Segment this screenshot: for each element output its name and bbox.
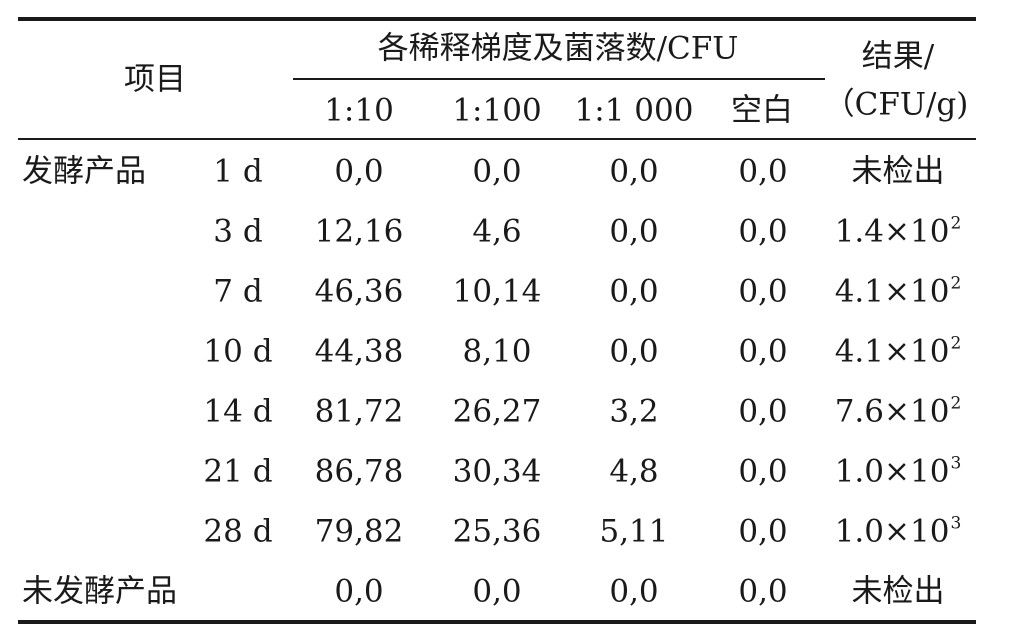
row-5-count-1-10: 81,72 [314,393,404,430]
row-2-result: 1.4×102 [834,213,962,250]
row-5-day: 14 d [203,393,273,430]
row-unfermented-c3: 0,0 [609,573,659,610]
row-1-result: 未检出 [851,153,945,190]
header-bottom-rule [18,138,976,140]
row-5-result: 7.6×102 [834,393,962,430]
row-2-count-1-1000: 0,0 [609,213,659,250]
top-rule [18,17,976,21]
row-6-result: 1.0×103 [834,453,962,490]
result-exponent: 2 [950,333,962,354]
result-exponent: 3 [950,453,962,474]
row-4-result: 4.1×102 [834,333,962,370]
row-1-day: 1 d [213,153,263,190]
row-7-count-1-10: 79,82 [314,513,404,550]
result-exponent: 2 [950,393,962,414]
row-1-count-1-1000: 0,0 [609,153,659,190]
result-value: 1.4×10 [834,213,950,250]
row-1-count-1-100: 0,0 [472,153,522,190]
row-3-count-1-1000: 0,0 [609,273,659,310]
result-exponent: 2 [950,213,962,234]
row-3-day: 7 d [213,273,263,310]
row-1-count-blank: 0,0 [738,153,788,190]
row-6-count-1-100: 30,34 [452,453,542,490]
row-7-count-1-1000: 5,11 [599,513,669,550]
row-unfermented-c1: 0,0 [334,573,384,610]
row-unfermented-blank: 0,0 [738,573,788,610]
row-3-count-blank: 0,0 [738,273,788,310]
result-value: 1.0×10 [834,513,950,550]
group-label-fermented: 发酵产品 [22,153,146,190]
row-2-count-blank: 0,0 [738,213,788,250]
header-result-line2: （CFU/g) [823,86,969,123]
header-blank: 空白 [731,92,793,129]
row-6-count-1-1000: 4,8 [609,453,659,490]
row-4-count-1-100: 8,10 [462,333,532,370]
row-3-result: 4.1×102 [834,273,962,310]
row-2-count-1-10: 12,16 [314,213,404,250]
row-2-count-1-100: 4,6 [472,213,522,250]
row-4-day: 10 d [203,333,273,370]
row-unfermented-result: 未检出 [851,573,945,610]
row-4-count-blank: 0,0 [738,333,788,370]
row-7-count-1-100: 25,36 [452,513,542,550]
row-7-count-blank: 0,0 [738,513,788,550]
row-5-count-1-1000: 3,2 [609,393,659,430]
row-unfermented-c2: 0,0 [472,573,522,610]
header-dilution-1-10: 1:10 [324,92,394,129]
row-6-count-blank: 0,0 [738,453,788,490]
result-value: 4.1×10 [834,273,950,310]
row-2-day: 3 d [213,213,263,250]
row-6-day: 21 d [203,453,273,490]
row-4-count-1-10: 44,38 [314,333,404,370]
result-value: 4.1×10 [834,333,950,370]
result-value: 7.6×10 [834,393,950,430]
row-7-result: 1.0×103 [834,513,962,550]
row-5-count-1-100: 26,27 [452,393,542,430]
row-5-count-blank: 0,0 [738,393,788,430]
bottom-rule [18,620,976,624]
result-value: 1.0×10 [834,453,950,490]
header-dilution-1-100: 1:100 [452,92,542,129]
header-dilution-group: 各稀释梯度及菌落数/CFU [377,30,739,67]
row-3-count-1-10: 46,36 [314,273,404,310]
group-underline [293,78,825,80]
result-exponent: 2 [950,273,962,294]
result-exponent: 3 [950,513,962,534]
row-1-count-1-10: 0,0 [334,153,384,190]
row-6-count-1-10: 86,78 [314,453,404,490]
result-value: 未检出 [851,153,945,190]
header-result-line1: 结果/ [861,38,935,75]
row-7-day: 28 d [203,513,273,550]
header-dilution-1-1000: 1:1 000 [574,92,694,129]
row-4-count-1-1000: 0,0 [609,333,659,370]
row-unfermented-label: 未发酵产品 [22,573,177,610]
header-item: 项目 [124,61,186,98]
row-3-count-1-100: 10,14 [452,273,542,310]
